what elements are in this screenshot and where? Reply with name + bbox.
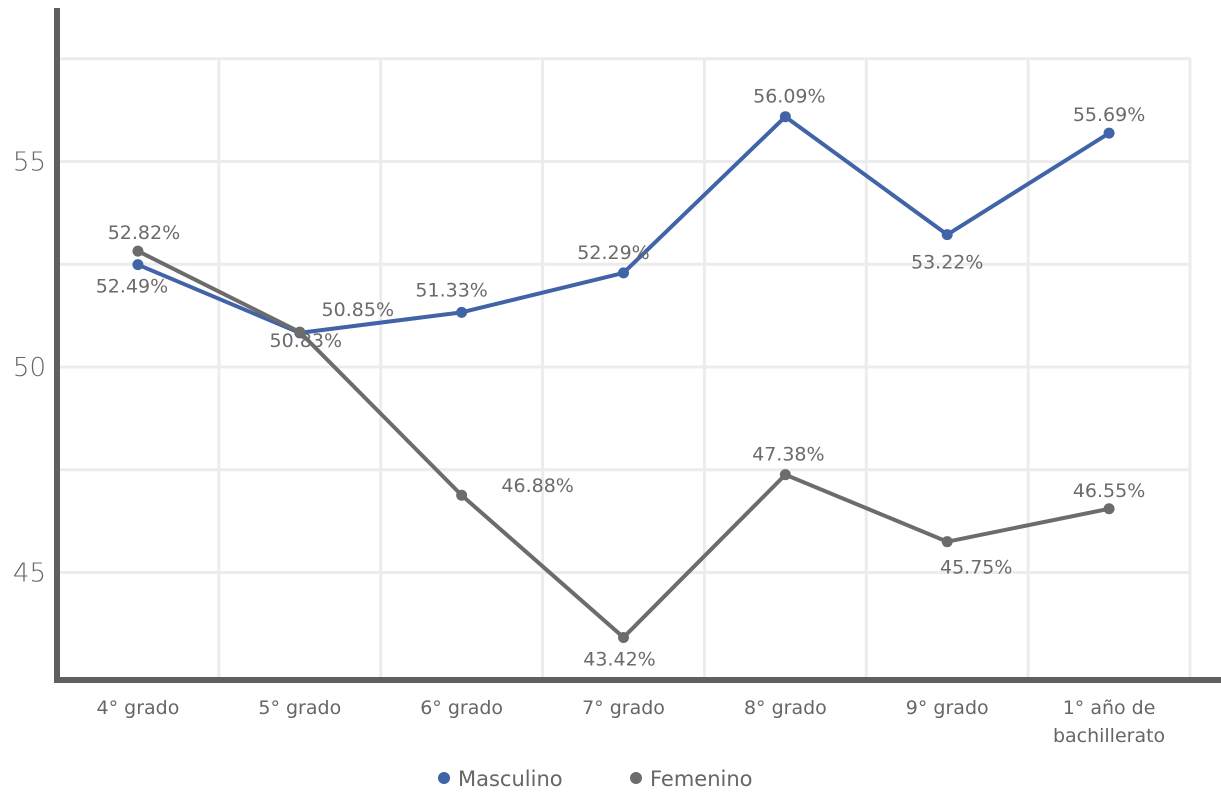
y-axis-tick-labels: 45 50 55 [13,148,46,589]
series-line-masculino [135,114,1112,335]
data-point-femenino [294,326,306,338]
data-point-masculino [779,111,791,123]
data-labels: 52.49% 50.83% 51.33% 52.29% 56.09% 53.22% 55.6… [96,86,1146,671]
data-point-femenino [1103,503,1115,515]
data-label-femenino: 43.42% [583,648,655,670]
x-category-label: 5° grado [258,697,341,719]
data-point-femenino [779,469,791,481]
legend: Masculino Femenino [438,767,753,791]
series-points [132,111,1115,643]
x-category-label: 4° grado [97,697,180,719]
y-tick-label: 50 [13,353,46,383]
legend-label-masculino: Masculino [458,767,563,791]
data-label-masculino: 56.09% [753,86,825,108]
axes [54,8,1221,683]
x-axis-category-labels: 4° grado 5° grado 6° grado 7° grado 8° grado… [97,697,1166,747]
y-tick-label: 45 [13,559,46,589]
data-point-masculino [132,259,144,271]
grid-lines [57,57,1192,680]
data-label-masculino: 51.33% [415,279,487,301]
data-label-femenino: 46.55% [1073,480,1145,502]
data-point-masculino [1103,127,1115,139]
data-label-masculino: 50.83% [270,330,342,352]
data-label-femenino: 52.82% [108,222,180,244]
x-category-label: 8° grado [744,697,827,719]
data-label-femenino: 45.75% [940,557,1012,579]
data-label-femenino: 50.85% [322,299,394,321]
x-category-label: 1° año de [1063,697,1156,719]
data-point-femenino [132,245,144,257]
data-point-masculino [941,229,953,241]
data-label-masculino: 52.49% [96,276,168,298]
data-label-femenino: 46.88% [501,475,573,497]
legend-marker-femenino [630,772,642,784]
x-category-label: bachillerato [1053,725,1165,747]
data-point-femenino [618,631,629,643]
legend-marker-masculino [438,772,450,784]
data-point-masculino [618,267,629,279]
y-tick-label: 55 [13,148,46,178]
data-label-masculino: 55.69% [1073,104,1145,126]
data-point-femenino [941,536,953,548]
data-label-masculino: 52.29% [577,242,649,264]
x-category-label: 7° grado [582,697,665,719]
data-point-femenino [456,489,468,501]
data-label-masculino: 53.22% [911,252,983,274]
x-category-label: 6° grado [420,697,503,719]
data-point-masculino [456,306,468,318]
series-line-femenino [135,249,1112,640]
data-label-femenino: 47.38% [752,444,824,466]
legend-label-femenino: Femenino [650,767,753,791]
x-category-label: 9° grado [906,697,989,719]
